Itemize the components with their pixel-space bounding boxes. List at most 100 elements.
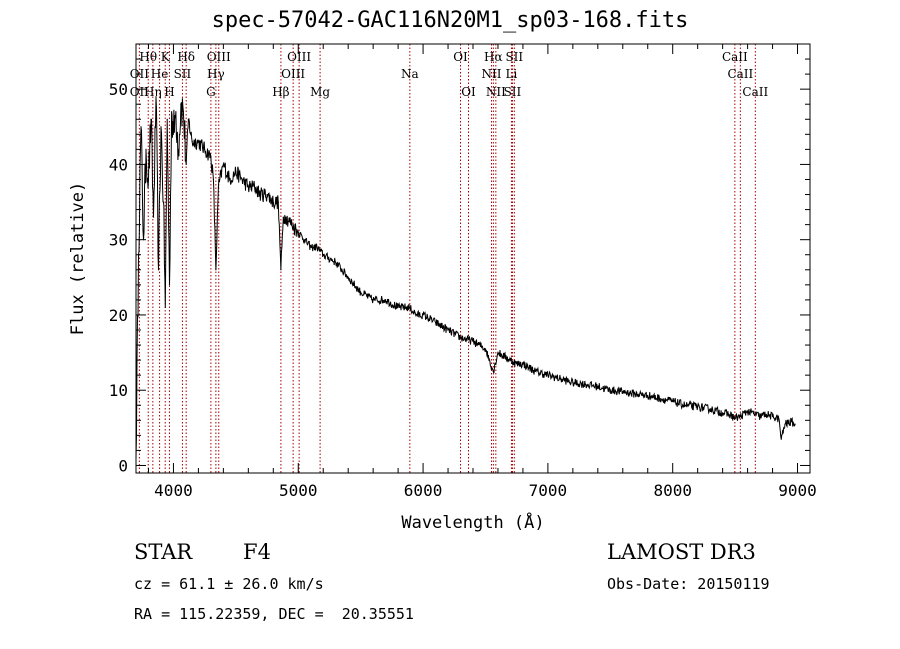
line-label: OIII bbox=[281, 67, 305, 81]
spectrum-point bbox=[160, 126, 162, 128]
spectrum-point bbox=[447, 329, 449, 331]
spectrum-point bbox=[150, 118, 152, 120]
spectrum-point bbox=[790, 421, 792, 423]
spectrum-point bbox=[547, 374, 549, 376]
spectrum-point bbox=[408, 306, 410, 308]
spectrum-point bbox=[215, 269, 217, 271]
spectrum-point bbox=[316, 246, 318, 248]
line-label: CaII bbox=[742, 85, 768, 99]
spectrum-line bbox=[135, 96, 796, 458]
spectrum-point bbox=[162, 201, 165, 203]
y-tick-label: 10 bbox=[109, 381, 128, 400]
spectrum-point bbox=[266, 193, 268, 196]
spectrum-point bbox=[222, 163, 224, 165]
y-axis-label: Flux (relative) bbox=[68, 182, 88, 336]
chart-title: spec-57042-GAC116N20M1_sp03-168.fits bbox=[211, 8, 689, 33]
line-label: Li bbox=[506, 67, 518, 81]
spectrum-point bbox=[187, 118, 189, 120]
line-label: OII bbox=[130, 85, 150, 99]
spectrum-point bbox=[622, 391, 624, 393]
spectrum-point bbox=[157, 269, 160, 271]
spectrum-point bbox=[360, 291, 362, 293]
spectrum-point bbox=[335, 261, 337, 263]
survey-name: LAMOST DR3 bbox=[607, 540, 756, 564]
y-tick-label: 50 bbox=[109, 80, 128, 99]
line-label: G bbox=[206, 85, 216, 99]
line-label: OIII bbox=[207, 50, 231, 64]
spectrum-point bbox=[166, 118, 168, 120]
spectrum-point bbox=[416, 314, 418, 316]
spectrum-point bbox=[372, 299, 374, 301]
object-class: STAR bbox=[134, 540, 193, 564]
spectrum-point bbox=[684, 404, 686, 406]
spectrum-point bbox=[697, 406, 699, 408]
spectrum-point bbox=[204, 148, 206, 150]
x-tick-label: 6000 bbox=[404, 481, 443, 500]
spectrum-point bbox=[597, 385, 599, 387]
spectrum-point bbox=[229, 178, 231, 181]
spectrum-point bbox=[772, 416, 774, 418]
spectrum-point bbox=[303, 239, 306, 241]
spectrum-point bbox=[171, 111, 173, 113]
spectrum-point bbox=[747, 410, 749, 412]
spectrum-point bbox=[784, 423, 786, 425]
spectrum-point bbox=[172, 133, 174, 135]
line-label: He bbox=[151, 67, 169, 81]
spectrum-point bbox=[534, 370, 537, 372]
spectrum-point bbox=[212, 178, 214, 181]
spectrum-point bbox=[385, 299, 387, 301]
spectrum-point bbox=[347, 276, 349, 278]
spectrum-point bbox=[739, 416, 742, 418]
spectrum-point bbox=[722, 412, 724, 414]
spectrum-point bbox=[647, 394, 649, 397]
line-label: NII bbox=[481, 67, 501, 81]
line-label: SII bbox=[174, 67, 192, 81]
line-label: Hη bbox=[144, 85, 162, 99]
spectrum-point bbox=[659, 397, 661, 400]
spectrum-point bbox=[422, 314, 424, 316]
spectrum-point bbox=[217, 186, 219, 188]
spectrum-point bbox=[492, 370, 494, 372]
spectrum-point bbox=[780, 438, 782, 440]
spectrum-point bbox=[459, 336, 462, 339]
spectrum-point bbox=[497, 352, 499, 354]
spectrum-point bbox=[285, 216, 287, 218]
spectrum-point bbox=[145, 148, 147, 150]
spectrum-point bbox=[397, 306, 399, 308]
spectrum-point bbox=[177, 148, 179, 150]
spectrum-point bbox=[310, 246, 312, 248]
spectrum-point bbox=[282, 216, 284, 218]
spectrum-point bbox=[572, 382, 574, 384]
x-tick-label: 7000 bbox=[529, 481, 568, 500]
line-label: Hβ bbox=[272, 85, 289, 99]
spectrum-point bbox=[709, 408, 711, 410]
spectrum-point bbox=[672, 400, 674, 403]
line-label: CaII bbox=[722, 50, 748, 64]
redshift-velocity: cz = 61.1 ± 26.0 km/s bbox=[134, 575, 324, 593]
spectrum-point bbox=[322, 254, 324, 256]
plot-frame bbox=[135, 43, 811, 474]
line-label: CaII bbox=[727, 67, 753, 81]
spectrum-point bbox=[528, 367, 530, 369]
spectrum-point bbox=[794, 423, 796, 425]
spectrum-point bbox=[168, 284, 171, 286]
spectrum-point bbox=[260, 193, 262, 196]
line-label: OI bbox=[453, 50, 468, 64]
spectrum-point bbox=[155, 96, 157, 98]
line-label: SII bbox=[505, 50, 523, 64]
spectrum-point bbox=[778, 418, 780, 420]
spectrum-point bbox=[509, 359, 511, 361]
line-label: NII bbox=[486, 85, 506, 99]
spectrum-point bbox=[435, 321, 437, 324]
y-tick-label: 20 bbox=[109, 306, 128, 325]
spectrum-point bbox=[609, 389, 611, 391]
line-label: Hθ bbox=[139, 50, 157, 64]
spectrum-point bbox=[147, 178, 150, 181]
line-label: Na bbox=[401, 67, 419, 81]
spectrum-point bbox=[754, 413, 756, 415]
spectrum-point bbox=[254, 186, 256, 188]
x-tick-label: 8000 bbox=[653, 481, 692, 500]
coordinates: RA = 115.22359, DEC = 20.35551 bbox=[134, 605, 414, 623]
x-tick-label: 9000 bbox=[778, 481, 817, 500]
